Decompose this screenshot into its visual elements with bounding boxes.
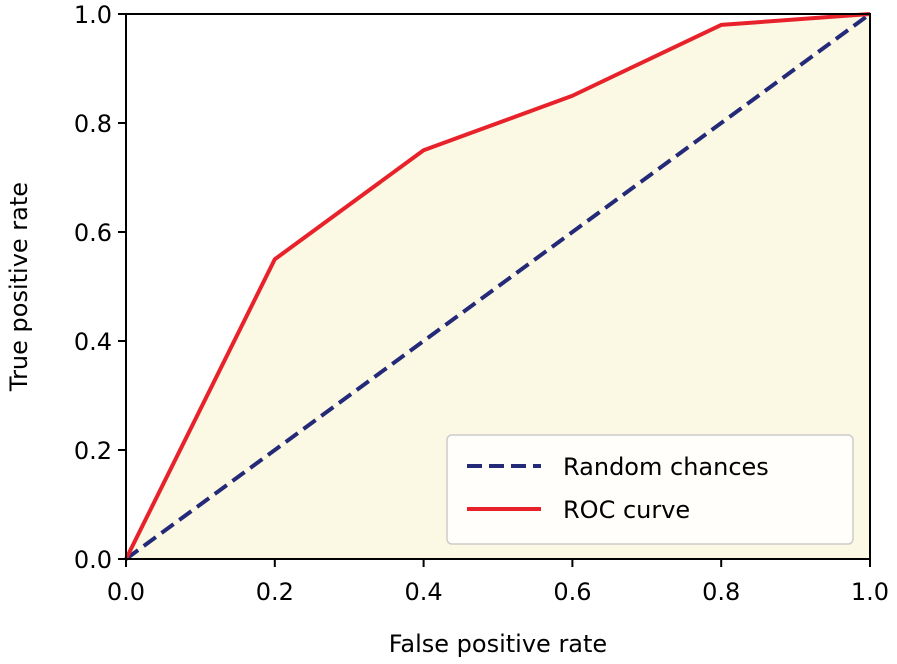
x-tick-label: 0.4 <box>405 578 443 606</box>
y-tick-label: 0.2 <box>74 437 112 465</box>
y-axis-title: True positive rate <box>5 182 33 392</box>
x-axis: 0.0 0.2 0.4 0.6 0.8 1.0 <box>107 559 889 606</box>
y-tick-label: 0.8 <box>74 110 112 138</box>
legend-box <box>446 434 854 545</box>
plot-area-frame <box>125 13 871 560</box>
y-tick-label: 0.6 <box>74 219 112 247</box>
y-tick-label: 1.0 <box>74 1 112 29</box>
y-tick-label: 0.0 <box>74 546 112 574</box>
y-axis: 0.0 0.2 0.4 0.6 0.8 1.0 <box>74 1 126 574</box>
legend-label-random-chances: Random chances <box>563 453 769 481</box>
x-tick-label: 0.8 <box>702 578 740 606</box>
x-tick-label: 0.2 <box>256 578 294 606</box>
x-tick-label: 0.6 <box>553 578 591 606</box>
x-tick-label: 0.0 <box>107 578 145 606</box>
x-axis-title: False positive rate <box>389 630 607 658</box>
plot-series-layer <box>124 12 872 561</box>
series-line-roc-curve <box>124 12 871 560</box>
x-tick-label: 1.0 <box>851 578 889 606</box>
y-tick-label: 0.4 <box>74 328 112 356</box>
legend: Random chances ROC curve <box>446 434 854 545</box>
legend-label-roc-curve: ROC curve <box>563 496 690 524</box>
